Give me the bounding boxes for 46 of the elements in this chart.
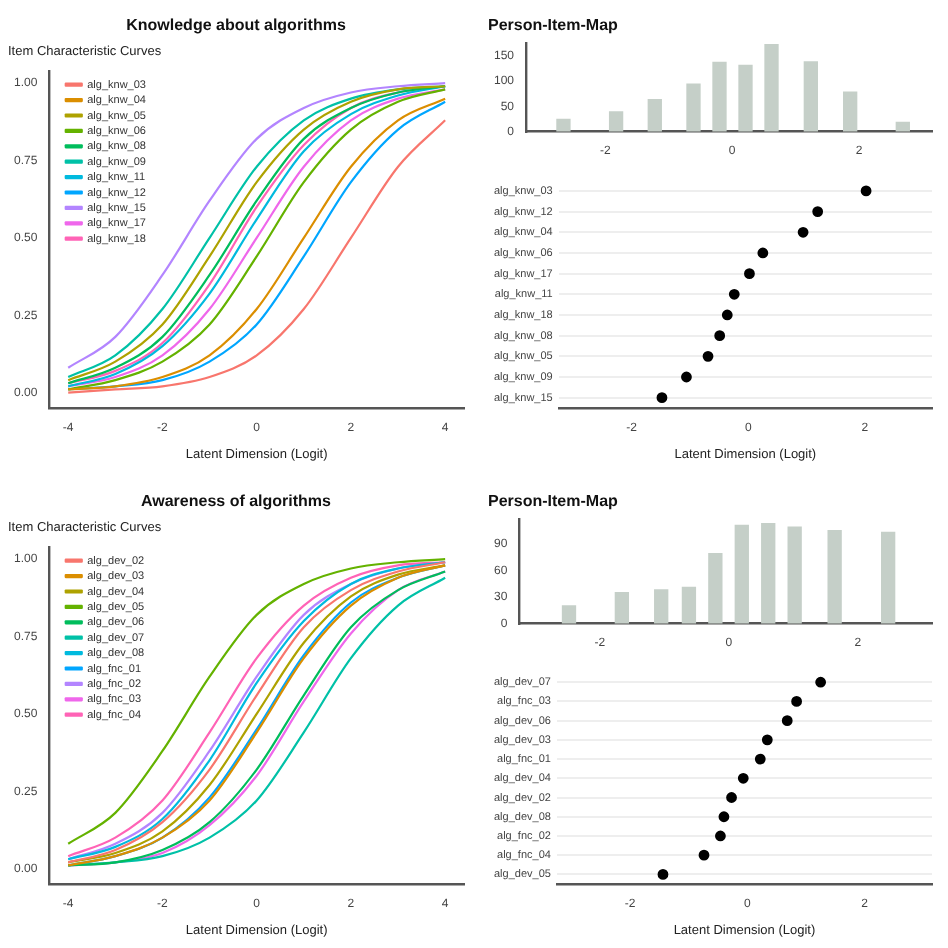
bar [647,99,662,132]
point [797,226,809,238]
point [714,330,726,342]
bar [881,531,896,624]
point [715,830,726,842]
bar [761,522,776,624]
bar [712,61,727,132]
point [815,676,827,688]
point [702,350,714,362]
chart-title: Person-Item-Map [488,492,619,511]
chart-title: Knowledge about algorithms [126,16,347,35]
point [812,206,824,218]
bar [827,530,842,624]
point [781,715,793,727]
point [737,772,749,784]
bar [556,118,571,132]
bar [843,91,858,132]
point [728,288,740,300]
bar [681,586,697,624]
bar [686,83,701,132]
point [757,247,769,259]
point [721,309,733,321]
chart-title: Awareness of algorithms [141,492,333,511]
bar [561,605,577,624]
bar [654,589,669,624]
bar [738,64,753,132]
bar [734,524,749,624]
point [744,268,755,280]
point [860,185,872,197]
point [791,696,803,707]
point [726,792,737,803]
point [656,392,668,404]
point [761,734,773,746]
bar [764,44,779,132]
bar [708,553,723,624]
point [754,753,766,765]
bar [895,121,910,132]
bar [614,591,630,624]
point [657,868,669,880]
bar [608,111,624,132]
point [698,849,710,861]
bar [787,526,802,624]
point [681,371,692,383]
point [718,811,730,823]
bar [803,61,818,132]
chart-title: Person-Item-Map [488,16,619,35]
